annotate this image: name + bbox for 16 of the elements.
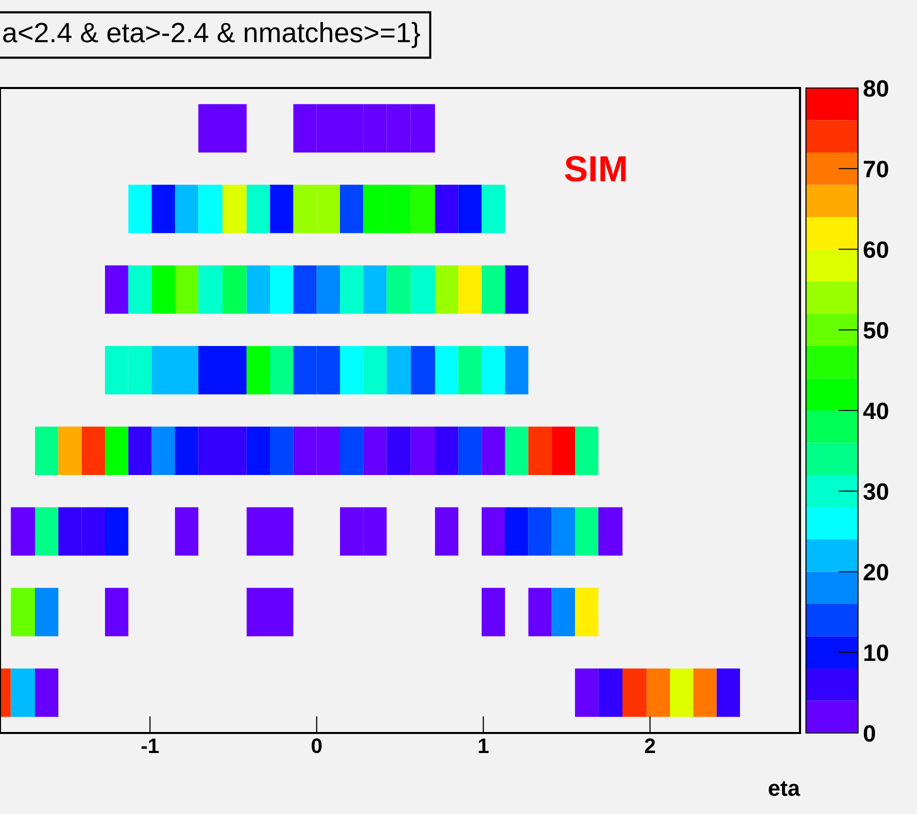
x-tick-label: 0 — [312, 738, 322, 754]
color-bar-label: 0 — [864, 725, 876, 742]
color-bar-label: 30 — [863, 483, 888, 500]
x-tick-label: -1 — [142, 738, 159, 753]
x-axis-title: eta — [768, 781, 800, 796]
color-bar-label: 60 — [864, 241, 888, 258]
chart-title: a<2.4 & eta>-2.4 & nmatches>=1} — [3, 22, 420, 48]
x-tick-label: 1 — [478, 738, 489, 753]
color-bar-label: 40 — [863, 402, 888, 420]
color-bar-label: 20 — [864, 564, 888, 581]
color-bar-label: 50 — [864, 322, 888, 339]
color-bar-label: 70 — [864, 160, 888, 178]
annotation: SIM — [564, 156, 626, 182]
color-bar-label: 10 — [864, 644, 888, 662]
color-bar-label: 80 — [864, 80, 888, 97]
x-tick-label: 2 — [644, 738, 655, 753]
